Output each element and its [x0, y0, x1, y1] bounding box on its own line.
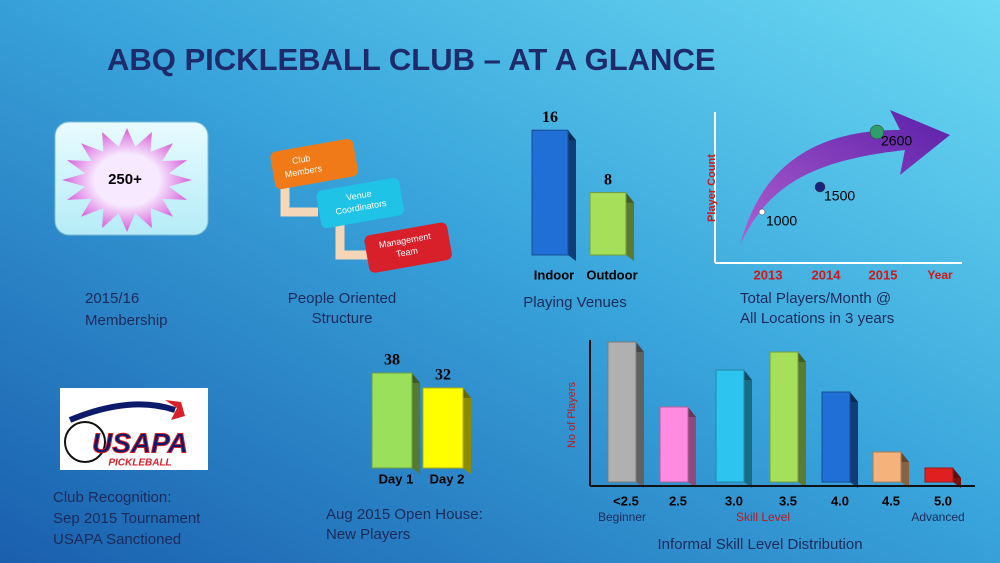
logo-star: [165, 400, 185, 420]
bar-side: [688, 407, 696, 488]
chart-title: All Locations in 3 years: [740, 310, 894, 327]
x-axis-label: Year: [927, 268, 953, 282]
x-tick-label: 3.5: [779, 493, 797, 508]
org-box: [364, 222, 452, 273]
member-count: 250+: [108, 171, 142, 188]
x-tick-label: Indoor: [534, 267, 574, 282]
bar-side: [798, 352, 806, 488]
chart-title: Playing Venues: [523, 294, 626, 311]
x-tick-label: 4.5: [882, 493, 900, 508]
bar-side: [568, 130, 576, 261]
bar: [422, 387, 464, 469]
x-tick-label: 3.0: [725, 493, 743, 508]
bar: [589, 192, 627, 256]
bar: [872, 451, 902, 483]
bar: [371, 372, 413, 469]
caption: People Oriented: [288, 290, 396, 307]
chart-title: New Players: [326, 526, 410, 543]
chart-title: Informal Skill Level Distribution: [657, 536, 862, 553]
point: [814, 181, 826, 193]
caption: Structure: [312, 310, 373, 327]
point: [869, 124, 885, 140]
bar: [607, 341, 637, 483]
value-label: 8: [604, 171, 612, 188]
bar: [924, 467, 954, 483]
org-label: Venue: [345, 188, 372, 202]
logo-text: USAPA: [92, 427, 188, 458]
logo-swoosh: [68, 401, 176, 423]
org-label: Club: [291, 153, 311, 166]
caption: Sep 2015 Tournament: [53, 510, 201, 527]
connector: [280, 185, 318, 217]
caption: USAPA Sanctioned: [53, 531, 181, 548]
point: [758, 208, 766, 216]
logo-subtext: PICKLEBALL: [108, 458, 171, 469]
scale-note: Beginner: [598, 510, 646, 524]
value-label: 1000: [766, 213, 797, 229]
x-tick-label: 2013: [754, 267, 783, 282]
bar-side: [463, 388, 471, 474]
caption: 2015/16: [85, 290, 139, 307]
org-box: [270, 138, 358, 190]
slide-title: ABQ PICKLEBALL CLUB – AT A GLANCE: [107, 42, 716, 77]
chart-title: Total Players/Month @: [740, 290, 891, 307]
caption: Club Recognition:: [53, 489, 171, 506]
bar-side: [626, 192, 634, 261]
org-label: Team: [395, 245, 418, 259]
org-box: [316, 177, 404, 229]
x-tick-label: 2.5: [669, 493, 687, 508]
scale-note: Skill Level: [736, 510, 790, 524]
bar: [769, 351, 799, 483]
bar-side: [744, 370, 752, 488]
ball-icon: [64, 421, 106, 463]
value-label: 38: [384, 352, 400, 369]
x-tick-label: 5.0: [934, 493, 952, 508]
y-axis-label: Player Count: [706, 154, 718, 222]
bar: [659, 406, 689, 483]
y-axis-label: No of Players: [566, 381, 578, 448]
x-tick-label: Outdoor: [586, 267, 637, 282]
starburst: [62, 128, 192, 232]
bar: [531, 129, 569, 256]
caption: Membership: [85, 312, 168, 329]
bar-side: [412, 373, 420, 474]
bar: [715, 369, 745, 483]
trend-arrow: [740, 110, 950, 245]
bar-side: [636, 342, 644, 488]
x-tick-label: Day 2: [430, 471, 465, 486]
scale-note: Advanced: [911, 510, 964, 524]
value-label: 1500: [824, 188, 855, 204]
x-tick-label: 2014: [812, 267, 842, 282]
x-tick-label: <2.5: [613, 493, 639, 508]
x-tick-label: 4.0: [831, 493, 849, 508]
bar: [821, 391, 851, 483]
value-label: 2600: [881, 133, 912, 149]
value-label: 32: [435, 367, 451, 384]
bar-side: [850, 392, 858, 488]
chart-title: Aug 2015 Open House:: [326, 506, 483, 523]
connector: [335, 225, 368, 260]
x-tick-label: Day 1: [379, 471, 414, 486]
value-label: 16: [542, 109, 558, 126]
x-tick-label: 2015: [869, 267, 898, 282]
